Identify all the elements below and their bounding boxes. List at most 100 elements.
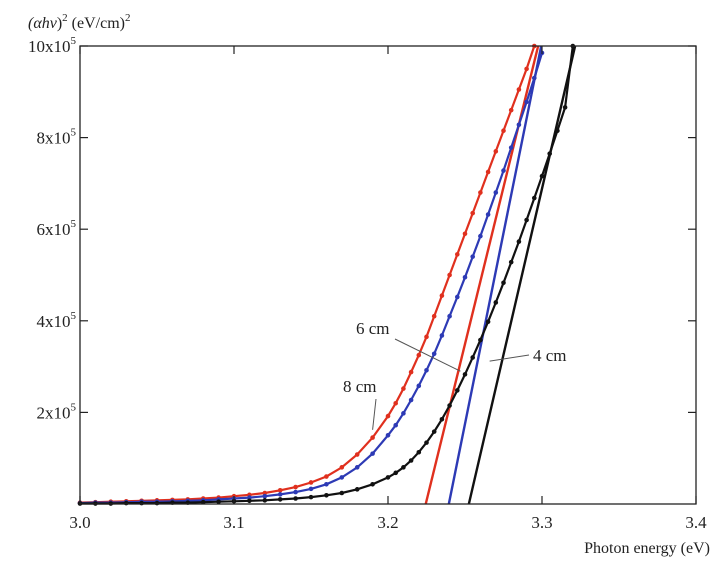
data-point-s8 — [485, 212, 491, 217]
data-point-s4 — [293, 496, 298, 501]
data-point-s4 — [455, 388, 460, 393]
data-point-s6 — [370, 435, 375, 440]
y-tick-labels: 2x105 4x105 6x105 8x105 10x105 — [28, 35, 77, 422]
data-point-s8 — [455, 294, 460, 300]
data-point-s6 — [416, 352, 422, 358]
y-tick-label: 4x105 — [37, 310, 77, 331]
y-tick-label: 10x105 — [28, 35, 77, 56]
data-point-s4 — [470, 355, 476, 360]
data-point-s8 — [508, 145, 514, 150]
data-point-s8 — [501, 168, 506, 173]
data-point-s8 — [478, 233, 483, 239]
data-point-s8 — [532, 75, 537, 81]
data-point-s6 — [447, 272, 452, 278]
annotation-8cm: 8 cm — [343, 377, 377, 396]
x-axis-label: Photon energy (eV) — [584, 540, 710, 557]
data-point-s8 — [385, 433, 391, 438]
x-tick-label: 3.2 — [377, 513, 398, 532]
data-point-s6 — [308, 480, 314, 485]
data-point-s4 — [216, 499, 221, 505]
data-point-s4 — [324, 492, 329, 498]
annotation-6cm: 6 cm — [356, 319, 390, 338]
annotation-4cm-pointer — [489, 354, 530, 362]
data-point-s4 — [493, 300, 499, 305]
data-point-s8 — [462, 274, 468, 280]
data-point-s4 — [516, 239, 522, 244]
annotation-8cm-pointer — [372, 398, 377, 430]
data-point-s6 — [485, 169, 491, 175]
data-point-s8 — [416, 383, 422, 389]
data-point-s4 — [485, 319, 491, 325]
data-point-s8 — [447, 313, 452, 319]
x-tick-labels: 3.0 3.1 3.2 3.3 3.4 — [69, 513, 707, 532]
data-point-s6 — [455, 252, 460, 257]
data-point-s4 — [562, 105, 568, 110]
series-line-s4 — [80, 45, 574, 505]
data-point-s4 — [354, 487, 360, 492]
series-s8 — [77, 50, 545, 506]
data-point-s6 — [262, 490, 268, 496]
data-point-s4 — [247, 498, 252, 504]
data-point-s6 — [393, 400, 399, 406]
x-tick-label: 3.3 — [531, 513, 552, 532]
data-point-s6 — [324, 474, 329, 479]
data-point-s6 — [354, 452, 360, 457]
data-point-s4 — [539, 173, 545, 179]
data-point-s4 — [262, 498, 268, 503]
x-tick-label: 3.0 — [69, 513, 90, 532]
data-point-s8 — [262, 493, 268, 499]
data-point-s6 — [385, 413, 391, 419]
data-point-s4 — [123, 500, 129, 506]
data-point-s4 — [532, 195, 537, 201]
data-point-s4 — [555, 128, 560, 134]
data-point-s8 — [431, 351, 437, 357]
data-point-s4 — [200, 499, 206, 505]
y-axis-label: (αhv)2 (eV/cm)2 — [28, 12, 130, 32]
data-point-s4 — [447, 403, 452, 408]
data-point-s4 — [501, 280, 506, 286]
data-point-s4 — [401, 465, 406, 470]
data-point-s8 — [339, 475, 345, 480]
data-point-s8 — [293, 489, 298, 495]
data-point-s6 — [424, 334, 429, 340]
data-point-s8 — [308, 486, 314, 492]
data-point-s4 — [154, 500, 160, 506]
annotation-6cm-pointer — [394, 338, 461, 372]
data-point-s4 — [139, 500, 144, 506]
tangent-line-t4 — [467, 45, 577, 505]
data-point-s4 — [385, 475, 391, 480]
data-point-s6 — [293, 484, 298, 490]
data-point-s6 — [470, 210, 476, 216]
data-point-s4 — [439, 416, 445, 422]
data-point-s6 — [439, 293, 445, 298]
y-tick-label: 2x105 — [37, 401, 77, 422]
annotation-4cm: 4 cm — [533, 346, 567, 365]
series-line-s8 — [79, 52, 544, 505]
series-group — [77, 43, 576, 506]
data-point-s4 — [431, 429, 437, 434]
data-point-s6 — [401, 386, 406, 391]
data-point-s8 — [401, 411, 406, 416]
data-point-s8 — [408, 397, 414, 403]
series-line-s6 — [79, 45, 536, 504]
tangent-line-t8 — [447, 45, 543, 505]
data-point-s8 — [524, 99, 529, 105]
data-point-s8 — [370, 451, 375, 456]
data-point-s6 — [339, 465, 345, 470]
data-point-s4 — [370, 482, 375, 487]
data-point-s6 — [493, 149, 499, 154]
data-point-s8 — [393, 422, 399, 428]
data-point-s8 — [470, 254, 476, 259]
data-point-s8 — [439, 333, 445, 338]
data-point-s8 — [277, 492, 283, 497]
data-point-s6 — [277, 487, 283, 493]
data-point-s6 — [501, 128, 506, 134]
series-s6 — [77, 43, 537, 505]
data-point-s4 — [462, 372, 468, 377]
data-point-s4 — [308, 494, 314, 500]
data-point-s8 — [354, 465, 360, 470]
data-point-s6 — [408, 369, 414, 375]
data-point-s4 — [547, 151, 552, 156]
series-annotations: 6 cm 8 cm 4 cm — [343, 319, 567, 430]
